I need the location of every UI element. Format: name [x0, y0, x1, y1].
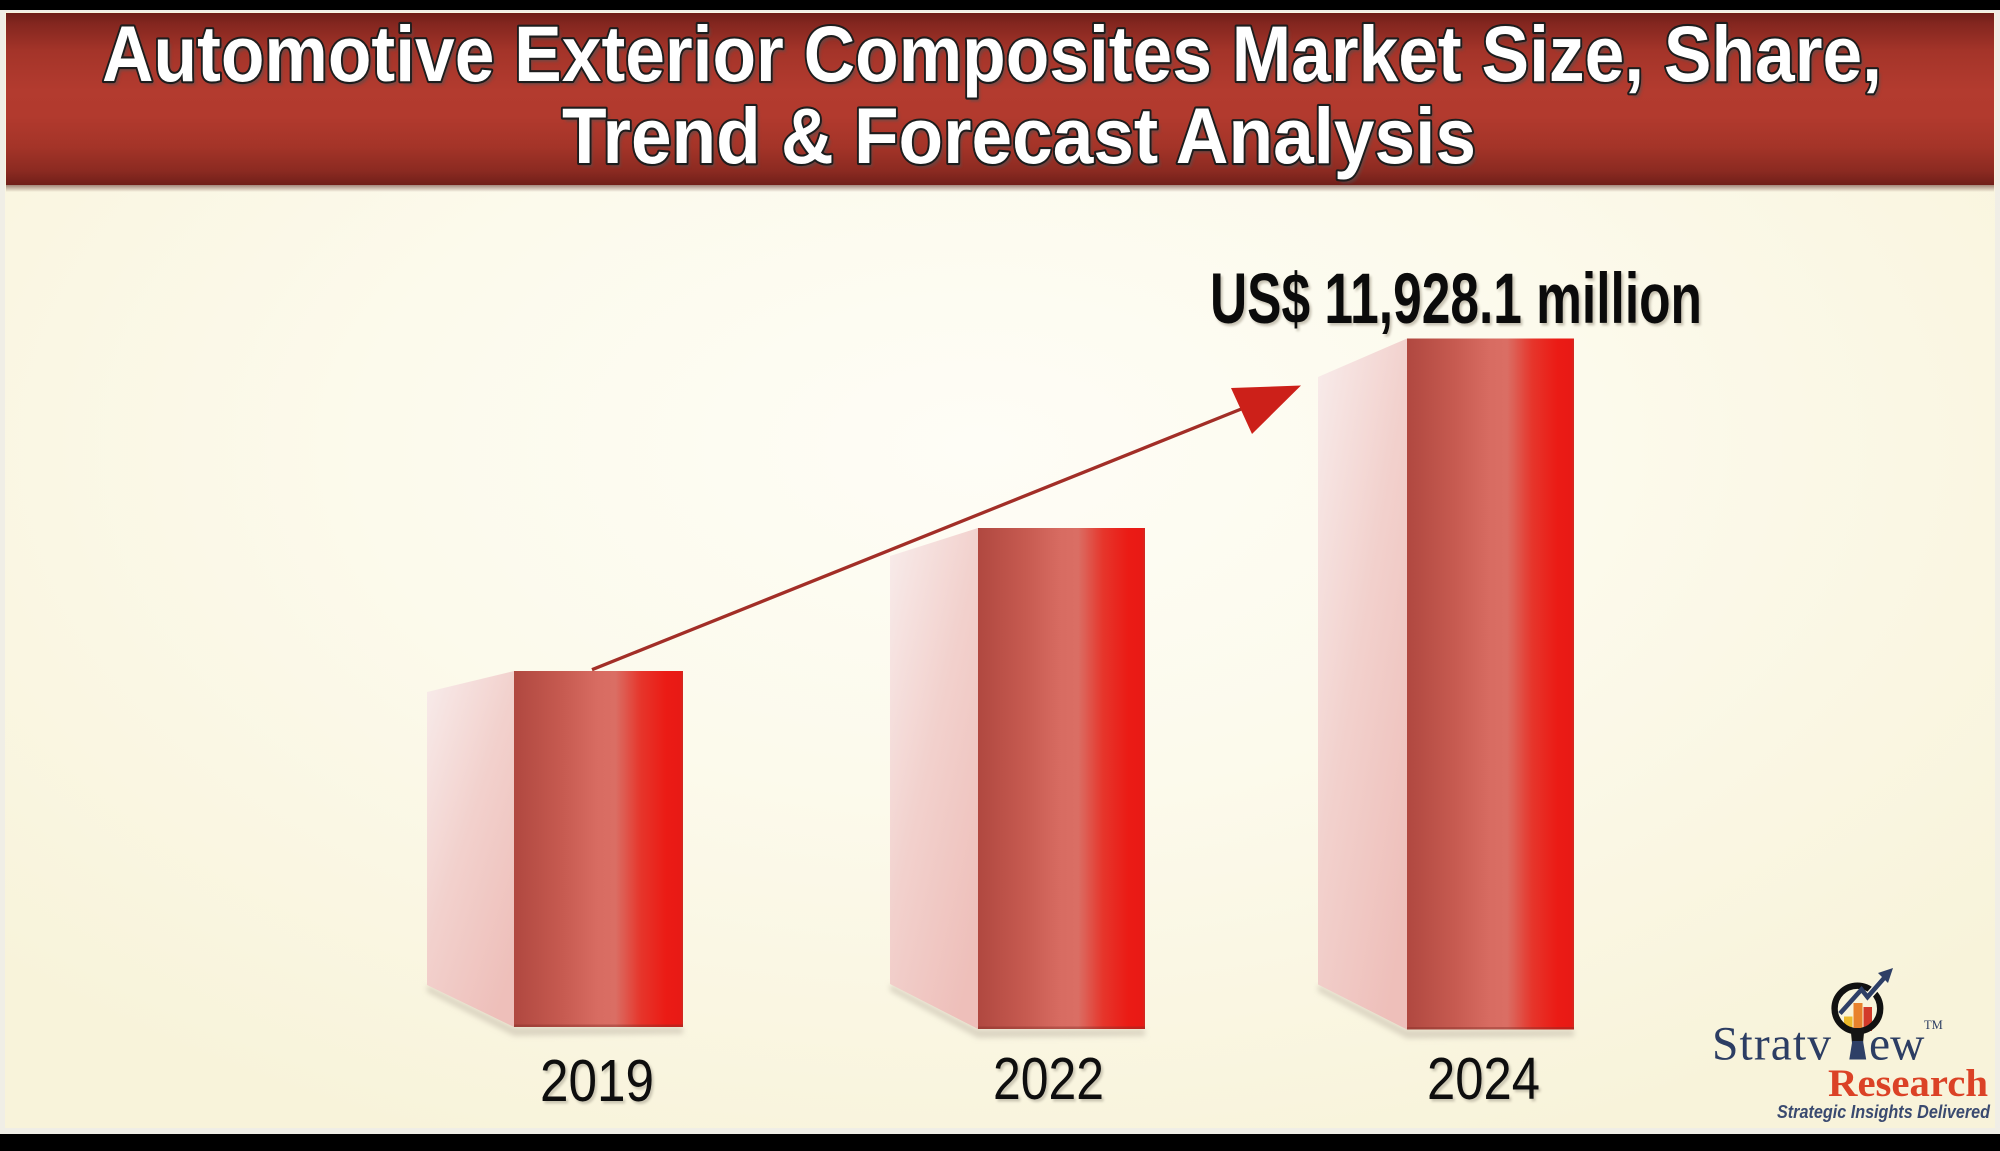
- svg-text:2024: 2024: [1429, 1049, 1542, 1115]
- svg-text:Automotive Exterior Composites: Automotive Exterior Composites Market Si…: [105, 13, 1885, 102]
- svg-text:2019: 2019: [542, 1051, 656, 1117]
- svg-text:Trend & Forecast Analysis: Trend & Forecast Analysis: [565, 95, 1479, 184]
- svg-text:TM: TM: [1924, 1018, 1943, 1032]
- svg-text:ew: ew: [1869, 1019, 1925, 1071]
- svg-text:Stratv: Stratv: [1712, 1019, 1832, 1071]
- svg-text:2022: 2022: [995, 1049, 1106, 1115]
- svg-text:Strategic Insights Delivered: Strategic Insights Delivered: [1777, 1101, 1991, 1122]
- svg-text:2022: 2022: [993, 1046, 1104, 1112]
- svg-text:US$ 11,928.1 million: US$ 11,928.1 million: [1212, 262, 1704, 342]
- svg-text:2019: 2019: [540, 1048, 654, 1114]
- svg-text:Research: Research: [1828, 1062, 1988, 1105]
- svg-text:2024: 2024: [1427, 1046, 1540, 1112]
- svg-text:Automotive Exterior Composites: Automotive Exterior Composites Market Si…: [102, 9, 1882, 98]
- svg-text:US$ 11,928.1 million: US$ 11,928.1 million: [1210, 259, 1702, 339]
- svg-text:Trend & Forecast Analysis: Trend & Forecast Analysis: [562, 91, 1476, 180]
